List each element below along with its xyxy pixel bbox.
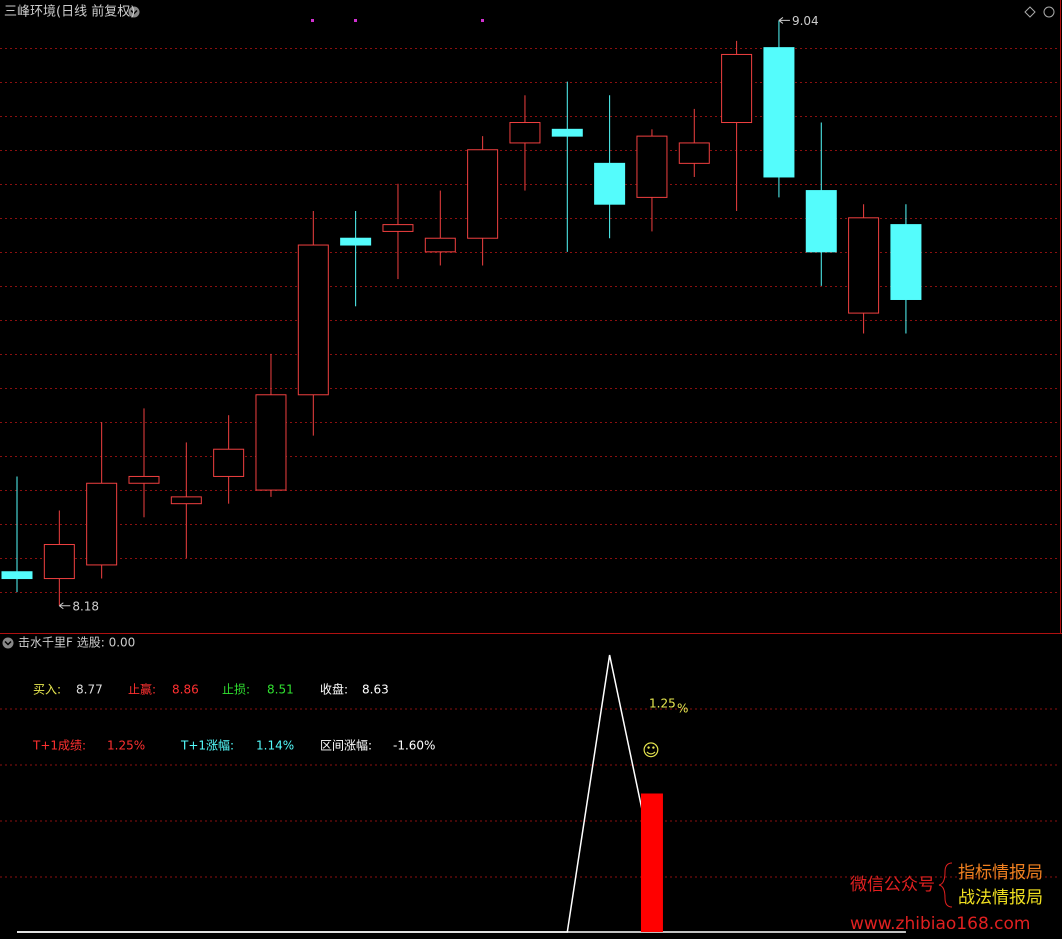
- candle-body: [128, 475, 160, 484]
- candle-body: [382, 224, 414, 232]
- dropdown-arrow: [130, 9, 138, 15]
- info-label: T+1涨幅:: [180, 738, 234, 753]
- annotation-arrow: [59, 602, 71, 610]
- candle-body: [255, 394, 287, 491]
- info-value: -1.60%: [393, 739, 435, 753]
- info-value: 8.86: [172, 683, 199, 697]
- diamond-icon[interactable]: [1024, 6, 1036, 18]
- smiley-icon: ☺: [642, 741, 660, 761]
- info-value: 1.25%: [107, 739, 145, 753]
- candle-body: [297, 244, 329, 396]
- signal-dot: [481, 19, 484, 22]
- annotation-label: 9.04: [792, 14, 819, 28]
- annotation-label: 8.18: [72, 599, 99, 613]
- watermark-name: 战法情报局: [958, 888, 1043, 908]
- candle-body: [340, 237, 372, 246]
- candle-body: [467, 149, 499, 239]
- dropdown-arrow: [4, 640, 12, 646]
- candle-body: [721, 53, 753, 124]
- candle-body: [594, 162, 626, 205]
- info-label: 买入:: [33, 683, 61, 697]
- chart-title: 三峰环境(日线 前复权): [4, 4, 135, 20]
- info-value: 8.51: [267, 683, 294, 697]
- dropdown-icon[interactable]: [2, 637, 14, 649]
- signal-dot: [354, 19, 357, 22]
- candle-body: [213, 448, 245, 477]
- candle-body: [763, 47, 795, 178]
- overlay-value: 1.25: [649, 697, 676, 711]
- candle-body: [551, 128, 583, 137]
- info-value: 8.77: [76, 683, 103, 697]
- watermark-account: 微信公众号: [850, 875, 935, 895]
- signal-dot: [311, 19, 314, 22]
- dropdown-icon[interactable]: [128, 6, 140, 18]
- watermark-name: 指标情报局: [958, 863, 1043, 883]
- overlay-unit: %: [677, 702, 688, 716]
- bar: [640, 793, 663, 932]
- annotation-arrow: [778, 17, 790, 24]
- candle-body: [424, 237, 456, 253]
- info-value: 1.14%: [256, 739, 294, 753]
- info-label: 区间涨幅:: [320, 738, 372, 753]
- settings-icon[interactable]: [1043, 6, 1055, 18]
- candle-body: [805, 190, 837, 253]
- candle-body: [636, 135, 668, 198]
- candle-body: [509, 122, 541, 144]
- candle-body: [678, 142, 710, 164]
- candle-body: [86, 482, 118, 566]
- info-label: T+1成绩:: [32, 739, 86, 753]
- info-value: 8.63: [362, 683, 389, 697]
- candle-body: [43, 544, 75, 580]
- candle-body: [1, 571, 33, 580]
- brace: [938, 862, 953, 908]
- info-label: 止赢:: [128, 682, 156, 697]
- info-label: 收盘:: [320, 682, 348, 697]
- candle-body: [170, 496, 202, 505]
- indicator-title: 击水千里F 选股: 0.00: [18, 636, 135, 650]
- candle-body: [890, 224, 922, 300]
- candle-body: [848, 217, 880, 314]
- watermark-url: www.zhibiao168.com: [850, 914, 1030, 934]
- info-label: 止损:: [222, 683, 250, 697]
- indicator-line: [17, 654, 653, 933]
